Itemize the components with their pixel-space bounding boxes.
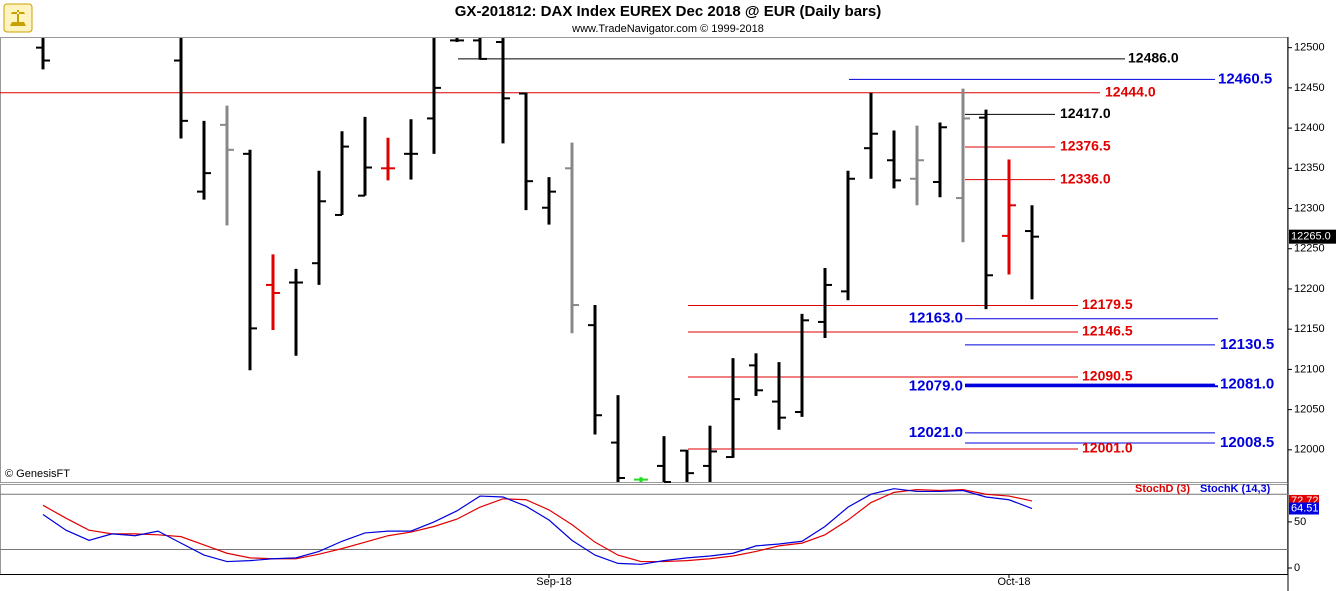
level-label: 12146.5	[1082, 323, 1133, 339]
credit: © GenesisFT	[5, 468, 70, 480]
level-label: 12417.0	[1060, 105, 1111, 121]
level-label: 12081.0	[1220, 376, 1274, 393]
y-tick-label: 12000	[1294, 444, 1325, 456]
level-label: 12090.5	[1082, 368, 1133, 384]
level-label: 12376.5	[1060, 138, 1111, 154]
y-tick-label: 12400	[1294, 122, 1325, 134]
y-tick-label: 12100	[1294, 363, 1325, 375]
stoch-line	[42, 489, 1033, 563]
legend-entry: StochK (14,3)	[1200, 483, 1271, 495]
last-price-label: 12265.0	[1291, 231, 1331, 243]
level-label: 12001.0	[1082, 440, 1133, 456]
y-tick-label: 12250	[1294, 243, 1325, 255]
y-tick-label: 12200	[1294, 283, 1325, 295]
level-label: 12486.0	[1128, 50, 1179, 66]
level-label: 12130.5	[1220, 336, 1274, 353]
y-tick-label: 12450	[1294, 82, 1325, 94]
logo	[3, 3, 33, 33]
x-tick-label: Oct-18	[997, 576, 1030, 588]
chart-subtitle: www.TradeNavigator.com © 1999-2018	[571, 23, 764, 35]
y-tick-label: 0	[1294, 562, 1300, 574]
chart-title: GX-201812: DAX Index EUREX Dec 2018 @ EU…	[455, 3, 881, 20]
y-tick-label: 12300	[1294, 202, 1325, 214]
y-tick-label: 50	[1294, 516, 1306, 528]
level-label: 12079.0	[909, 377, 963, 394]
level-label: 12444.0	[1105, 83, 1156, 99]
last-value-box	[1289, 502, 1319, 515]
level-label: 12336.0	[1060, 170, 1111, 186]
y-tick-label: 12350	[1294, 162, 1325, 174]
legend-entry: StochD (3)	[1135, 483, 1190, 495]
y-tick-label: 12500	[1294, 42, 1325, 54]
level-label: 12460.5	[1218, 70, 1272, 87]
stoch-line	[42, 488, 1033, 565]
level-label: 12021.0	[909, 424, 963, 441]
level-label: 12163.0	[909, 310, 963, 327]
x-tick-label: Sep-18	[536, 576, 571, 588]
last-price-box	[1289, 229, 1336, 244]
level-label: 12008.5	[1220, 434, 1274, 451]
y-tick-label: 12150	[1294, 323, 1325, 335]
level-label: 12179.5	[1082, 296, 1133, 312]
last-value-label: 64.51	[1291, 502, 1319, 514]
y-tick-label: 12050	[1294, 404, 1325, 416]
